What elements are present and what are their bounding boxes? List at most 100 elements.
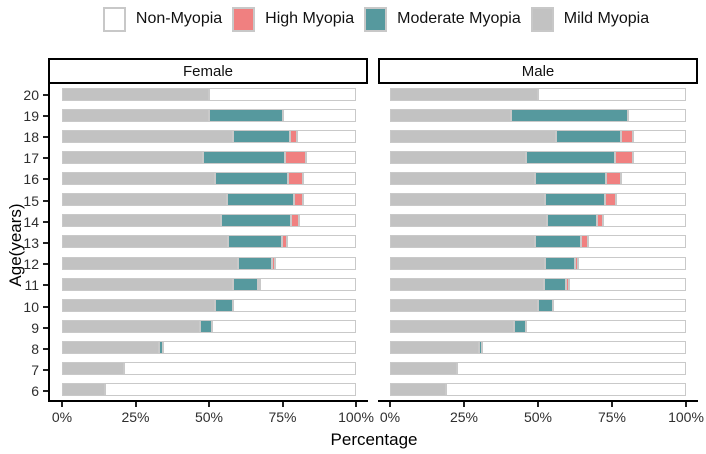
- segment-high: [604, 193, 617, 207]
- segment-non: [628, 109, 686, 123]
- segment-mild: [62, 214, 221, 228]
- x-axis-tick-mark: [389, 402, 391, 407]
- segment-non: [632, 151, 686, 165]
- y-axis-tick-mark: [43, 136, 48, 138]
- y-axis-label-row-13: 13: [0, 232, 48, 253]
- y-axis-tick-mark: [43, 348, 48, 351]
- segment-moderate: [545, 256, 575, 270]
- segment-mild: [390, 319, 515, 333]
- segment-non: [275, 256, 356, 270]
- segment-high: [614, 151, 633, 165]
- segment-non: [211, 319, 356, 333]
- segment-mild: [62, 256, 239, 270]
- segment-non: [538, 88, 686, 102]
- segment-moderate: [546, 214, 598, 228]
- segment-moderate: [200, 319, 212, 333]
- legend-label: Non-Myopia: [135, 10, 223, 27]
- y-axis-tick-label: 7: [31, 362, 39, 379]
- segment-non: [526, 319, 686, 333]
- y-axis-tick-label: 19: [23, 107, 39, 124]
- x-axis-tick-mark: [134, 402, 137, 407]
- legend-item-mild-myopia: Mild Myopia: [530, 6, 649, 32]
- stacked-bar-female-age-12: [62, 256, 356, 270]
- stacked-bar-female-age-20: [62, 88, 356, 102]
- legend: Non-Myopia High Myopia Moderate Myopia Mild…: [46, 5, 706, 33]
- legend-key-swatch: [102, 6, 126, 32]
- bar-row-male-age-18: [390, 126, 686, 147]
- segment-non: [481, 340, 686, 354]
- segment-high: [272, 256, 276, 270]
- x-axis-tick-mark: [463, 402, 465, 407]
- segment-non: [603, 214, 686, 228]
- y-axis-tick-label: 9: [31, 319, 39, 336]
- y-axis-label-row-12: 12: [0, 254, 48, 275]
- segment-high: [288, 172, 304, 186]
- stacked-bar-male-age-9: [390, 319, 686, 333]
- y-axis-tick-label: 8: [31, 341, 39, 358]
- x-axis-tick-label: 75%: [597, 409, 627, 425]
- stacked-bar-male-age-10: [390, 298, 686, 312]
- segment-mild: [62, 109, 209, 123]
- y-axis-label-row-17: 17: [0, 148, 48, 169]
- panel-female: Female 0% 25% 50% 75% 100%: [48, 58, 374, 434]
- segment-non: [456, 361, 686, 375]
- y-axis-tick-label: 13: [23, 235, 39, 252]
- x-axis-tick-label: 0%: [51, 409, 73, 425]
- stacked-bar-female-age-15: [62, 193, 356, 207]
- x-axis-tick-mark: [208, 402, 210, 407]
- bar-row-female-age-7: [62, 358, 356, 379]
- segment-mild: [390, 340, 479, 354]
- bar-row-female-age-6: [62, 379, 356, 400]
- panel-strip-female-label: Female: [182, 62, 234, 80]
- y-axis-label-row-7: 7: [0, 360, 48, 381]
- stacked-bar-male-age-14: [390, 214, 686, 228]
- stacked-bar-male-age-17: [390, 151, 686, 165]
- segment-mild: [62, 319, 201, 333]
- y-axis-tick-mark: [43, 114, 48, 117]
- segment-non: [260, 277, 356, 291]
- bar-row-female-age-12: [62, 253, 356, 274]
- segment-high: [257, 277, 261, 291]
- x-axis-tick-label: 25%: [121, 409, 150, 425]
- x-axis-tick-mark: [61, 402, 63, 407]
- segment-high: [580, 235, 589, 249]
- bar-row-female-age-11: [62, 274, 356, 295]
- y-axis-label-row-15: 15: [0, 190, 48, 211]
- segment-moderate: [232, 277, 258, 291]
- y-axis-label-row-20: 20: [0, 84, 48, 105]
- y-axis-tick-mark: [43, 326, 48, 329]
- segment-non: [303, 172, 356, 186]
- bar-row-male-age-9: [390, 316, 686, 337]
- segment-moderate: [159, 340, 164, 354]
- y-axis-label-row-10: 10: [0, 296, 48, 317]
- y-axis-label-row-6: 6: [0, 381, 48, 402]
- segment-mild: [390, 88, 538, 102]
- segment-high: [291, 214, 299, 228]
- segment-moderate: [228, 235, 283, 249]
- y-axis-label-row-9: 9: [0, 317, 48, 338]
- segment-non: [286, 235, 356, 249]
- segment-moderate: [526, 151, 615, 165]
- x-axis-tick-label: 75%: [268, 409, 297, 425]
- x-axis-tick-label: 50%: [523, 409, 553, 425]
- y-axis-tick-mark: [43, 220, 48, 223]
- y-axis-tick-label: 11: [24, 277, 39, 294]
- legend-item-high-myopia: High Myopia: [232, 6, 355, 32]
- y-axis-tick-mark: [43, 390, 48, 393]
- stacked-bar-male-age-8: [390, 340, 686, 354]
- segment-non: [209, 88, 356, 102]
- x-axis-tick-mark: [611, 402, 613, 407]
- y-axis-label-row-8: 8: [0, 338, 48, 359]
- bar-row-female-age-15: [62, 189, 356, 210]
- stacked-bar-male-age-13: [390, 235, 686, 249]
- y-axis-tick-label: 6: [31, 383, 39, 400]
- segment-mild: [62, 277, 233, 291]
- stacked-bar-female-age-17: [62, 151, 356, 165]
- segment-mild: [390, 361, 457, 375]
- y-axis-tick-mark: [43, 369, 48, 372]
- legend-label: High Myopia: [265, 10, 355, 27]
- segment-moderate: [214, 172, 289, 186]
- segment-mild: [62, 172, 215, 186]
- segment-non: [552, 298, 686, 312]
- segment-high: [620, 130, 633, 144]
